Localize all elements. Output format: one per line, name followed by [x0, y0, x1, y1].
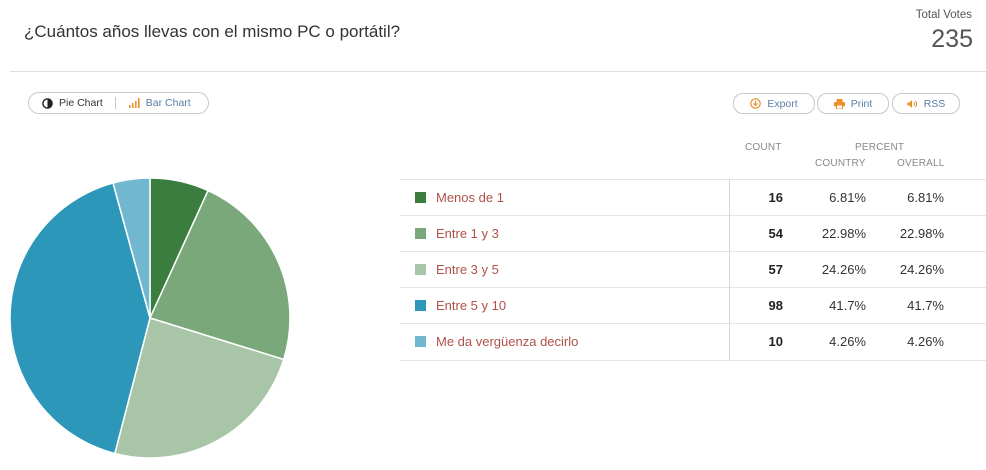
option-country-percent: 4.26% [829, 334, 866, 349]
option-country-percent: 24.26% [821, 262, 866, 277]
option-count: 10 [768, 334, 783, 349]
percent-column-header: PERCENT [855, 142, 905, 153]
rss-button[interactable]: RSS [892, 93, 960, 114]
option-label[interactable]: Menos de 1 [436, 190, 504, 205]
header-divider [10, 71, 986, 72]
rss-label: RSS [923, 97, 946, 110]
count-column-divider [729, 179, 730, 360]
option-count: 16 [768, 190, 783, 205]
table-row: Menos de 1 16 6.81% 6.81% [400, 179, 986, 216]
pie-slice-entre-1-y-3[interactable] [148, 189, 291, 361]
total-votes-label: Total Votes [915, 9, 972, 21]
option-overall-percent: 4.26% [907, 334, 944, 349]
pie-chart [9, 177, 291, 459]
option-overall-percent: 41.7% [907, 298, 944, 313]
toggle-separator [114, 97, 116, 109]
country-column-header: COUNTRY [815, 158, 866, 169]
pie-slice-entre-5-y-10[interactable] [9, 182, 151, 455]
legend-swatch [415, 300, 426, 311]
export-icon [750, 98, 762, 109]
table-row: Entre 1 y 3 54 22.98% 22.98% [400, 215, 986, 252]
bar-chart-toggle[interactable]: Bar Chart [116, 93, 191, 113]
option-country-percent: 22.98% [821, 226, 866, 241]
option-count: 54 [768, 226, 783, 241]
pie-chart-toggle[interactable]: Pie Chart [29, 93, 115, 113]
table-row: Entre 3 y 5 57 24.26% 24.26% [400, 251, 986, 288]
total-votes-value: 235 [931, 25, 973, 53]
option-count: 98 [768, 298, 783, 313]
table-row: Me da vergüenza decirlo 10 4.26% 4.26% [400, 323, 986, 361]
table-row: Entre 5 y 10 98 41.7% 41.7% [400, 287, 986, 324]
pie-slice-entre-3-y-5[interactable] [113, 317, 285, 459]
option-overall-percent: 24.26% [899, 262, 944, 277]
poll-title: ¿Cuántos años llevas con el mismo PC o p… [24, 22, 401, 41]
printer-icon [833, 98, 845, 109]
export-label: Export [767, 97, 798, 110]
rss-icon [907, 99, 917, 108]
chart-type-toggle: Pie Chart Bar Chart [28, 92, 209, 114]
print-button[interactable]: Print [817, 93, 889, 114]
count-column-header: COUNT [745, 142, 782, 153]
option-label[interactable]: Entre 1 y 3 [436, 226, 499, 241]
pie-slice-me-da-verg-enza-decirlo[interactable] [112, 177, 151, 319]
option-label[interactable]: Entre 3 y 5 [436, 262, 499, 277]
option-label[interactable]: Me da vergüenza decirlo [436, 334, 579, 349]
export-button[interactable]: Export [733, 93, 815, 114]
overall-column-header: OVERALL [897, 158, 945, 169]
legend-swatch [415, 192, 426, 203]
legend-swatch [415, 228, 426, 239]
option-overall-percent: 6.81% [907, 190, 944, 205]
contrast-icon [42, 97, 53, 109]
option-country-percent: 6.81% [829, 190, 866, 205]
print-label: Print [850, 97, 873, 110]
pie-chart-label: Pie Chart [59, 97, 103, 109]
option-overall-percent: 22.98% [899, 226, 944, 241]
option-label[interactable]: Entre 5 y 10 [436, 298, 507, 313]
option-country-percent: 41.7% [829, 298, 866, 313]
bar-chart-icon [128, 98, 140, 108]
legend-swatch [415, 264, 426, 275]
legend-swatch [415, 336, 426, 347]
bar-chart-label: Bar Chart [145, 97, 191, 109]
option-count: 57 [768, 262, 783, 277]
